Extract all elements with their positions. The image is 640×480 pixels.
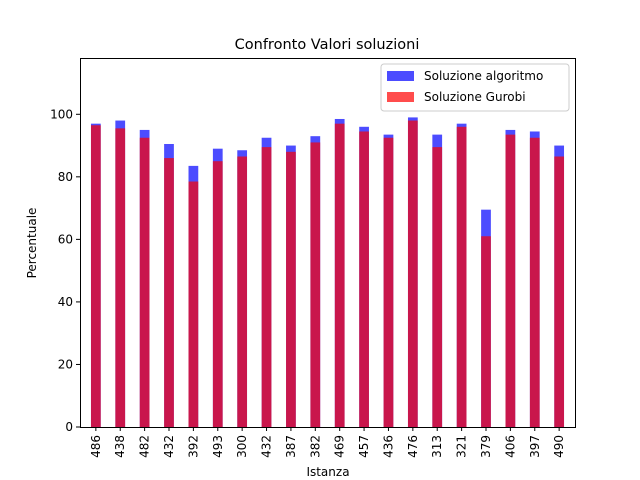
y-tick-label: 40 [58,295,73,309]
bar-series-2-493 [212,161,223,427]
bar-series-2-382 [310,142,321,428]
legend-swatch-series-1 [387,71,414,81]
bar-series-2-387 [286,151,296,428]
bar-series-2-482 [139,137,150,428]
y-axis-ticks: 0 20 40 60 80 100 [50,107,80,434]
x-tick-label: 387 [284,435,298,458]
legend: Soluzione algoritmo Soluzione Gurobi [380,63,570,112]
x-tick-label: 457 [357,435,371,458]
legend-label-series-2: Soluzione Gurobi [424,90,526,104]
x-tick-label: 436 [381,435,395,458]
x-axis-label: Istanza [306,465,349,479]
x-tick-label: 379 [479,435,493,458]
x-tick-label: 313 [430,435,444,458]
y-tick-label: 20 [58,357,73,371]
x-tick-label: 438 [113,435,127,458]
bar-series-2-321 [456,126,467,428]
x-tick-label: 432 [260,435,274,458]
x-tick-label: 382 [308,435,322,458]
x-tick-label: 490 [552,435,566,458]
x-tick-label: 476 [406,435,420,458]
bar-series-2-438 [115,128,126,427]
x-tick-label: 397 [528,435,542,458]
bar-series-2-392 [188,181,199,427]
x-tick-label: 300 [235,435,249,458]
x-tick-label: 432 [162,435,176,458]
bar-series-2-490 [554,156,565,427]
x-tick-label: 392 [186,435,200,458]
x-tick-label: 486 [89,435,103,458]
x-tick-label: 469 [333,435,347,458]
y-tick-label: 100 [50,107,73,121]
bar-series-2-300 [237,156,248,427]
bar-series-2-486 [90,125,101,428]
legend-box [380,63,570,112]
bar-series-2-469 [334,123,345,427]
x-tick-label: 321 [455,435,469,458]
bar-series-2-432 [164,158,174,427]
bar-series-2-313 [432,147,443,428]
bar-series-2-397 [529,137,540,428]
x-tick-label: 406 [503,435,517,458]
bar-series-2-436 [383,137,394,428]
bar-series-2-457 [359,131,369,427]
y-tick-label: 80 [58,170,73,184]
bar-series-2-406 [505,134,516,427]
plot-frame [80,58,576,428]
legend-label-series-1: Soluzione algoritmo [424,69,543,83]
x-axis-ticks: 486 438 482 432 392 493 300 432 387 382 469 457 436 4… [89,427,566,458]
y-tick-label: 0 [65,420,73,434]
bar-group [90,117,565,428]
legend-swatch-series-2 [387,92,414,102]
y-tick-label: 60 [58,232,73,246]
bar-series-2-379 [481,236,491,427]
bar-series-2-476 [407,120,418,428]
x-tick-label: 493 [211,435,225,458]
y-axis-label: Percentuale [25,208,39,279]
x-tick-label: 482 [138,435,152,458]
bar-series-2-432 [261,147,272,428]
chart-title: Confronto Valori soluzioni [235,37,420,53]
